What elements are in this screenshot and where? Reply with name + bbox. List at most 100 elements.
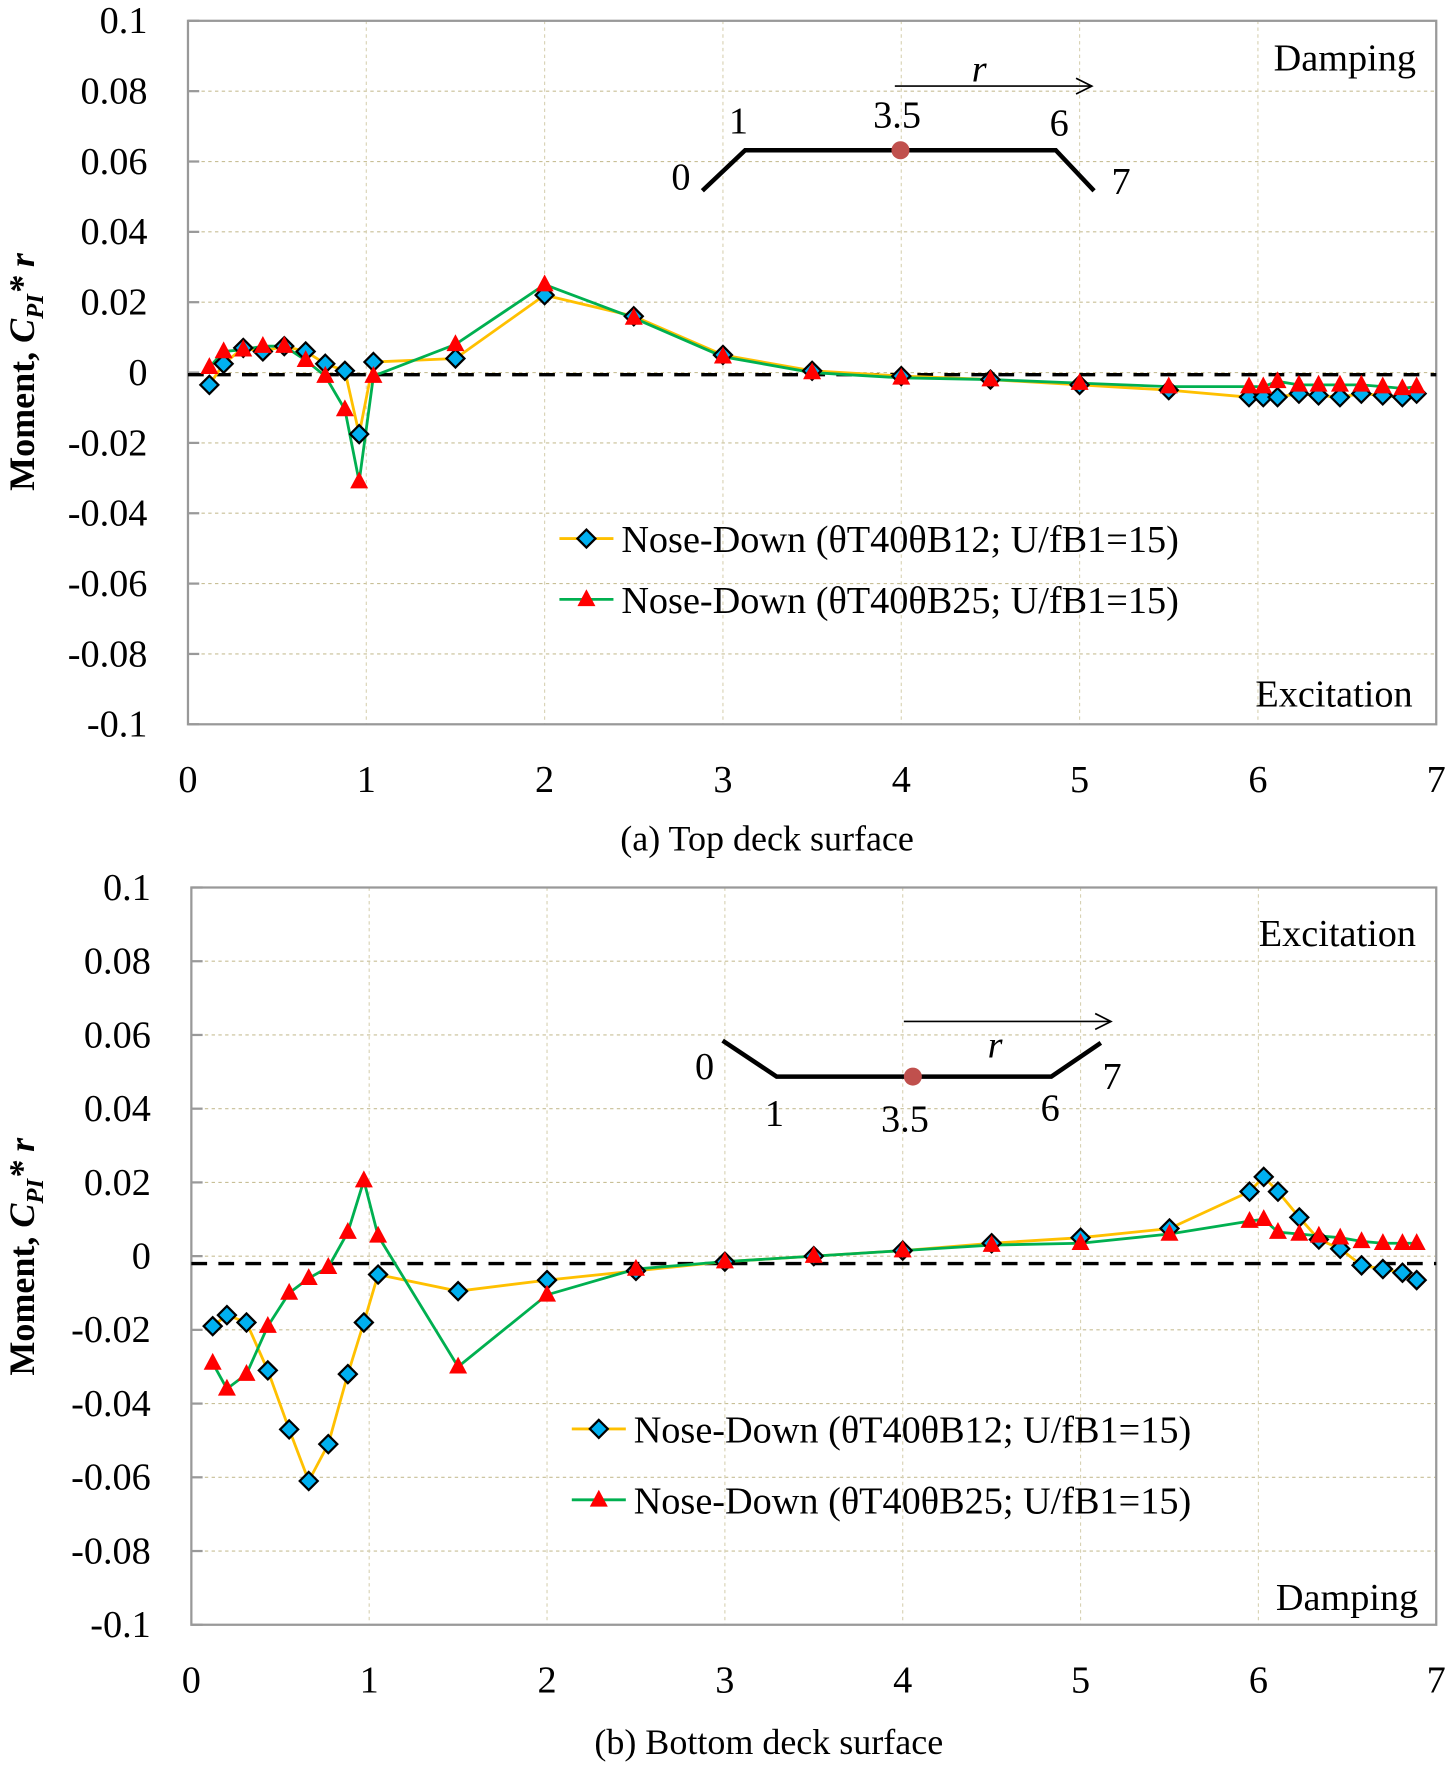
deck-position-label: 0 — [695, 1046, 714, 1088]
data-point-triangle — [624, 307, 643, 325]
data-point-triangle — [217, 1378, 236, 1396]
deck-position-label: 0 — [671, 157, 690, 199]
data-point-triangle — [214, 341, 233, 359]
deck-position-label: 7 — [1112, 161, 1131, 203]
data-point-triangle — [364, 365, 383, 383]
data-point-diamond — [298, 1470, 320, 1492]
y-label-tail: * r — [2, 252, 42, 294]
deck-position-label: 3.5 — [881, 1099, 929, 1141]
data-point-triangle — [253, 336, 272, 353]
data-point-triangle — [335, 399, 354, 417]
y-tick-label: 0 — [132, 1236, 151, 1278]
annotation-upper: Excitation — [1259, 913, 1416, 955]
data-point-diamond — [334, 360, 356, 382]
data-point-triangle — [354, 1170, 373, 1188]
legend-marker-diamond — [575, 527, 598, 550]
deck-position-label: 3.5 — [873, 95, 921, 137]
x-tick-label: 5 — [1071, 1659, 1090, 1701]
x-tick-label: 6 — [1249, 1659, 1268, 1701]
y-label-c: C — [2, 318, 42, 343]
data-point-triangle — [275, 336, 294, 353]
x-tick-label: 5 — [1070, 759, 1089, 801]
series-line-2 — [208, 283, 1417, 482]
annotation-lower: Damping — [1276, 1577, 1418, 1619]
y-tick-label: -0.06 — [71, 1457, 151, 1499]
chart-top: 0.1 0.08 0.06 0.04 0.02 0 -0.02 -0.04 -0.06 -0.08… — [2, 0, 1446, 858]
y-label-main: Moment, — [2, 1228, 42, 1376]
data-point-diamond — [317, 1433, 339, 1455]
data-point-triangle — [715, 1251, 734, 1269]
y-tick-label: 0.04 — [84, 1088, 151, 1130]
y-label-sub: PI — [22, 293, 49, 320]
data-point-triangle — [200, 357, 219, 375]
data-point-triangle — [1254, 1209, 1273, 1227]
x-tick-label: 2 — [537, 1659, 556, 1701]
data-point-triangle — [234, 339, 253, 357]
data-point-triangle — [1330, 374, 1349, 392]
data-point-diamond — [216, 1304, 238, 1326]
x-tick-label: 4 — [893, 1659, 912, 1701]
data-point-triangle — [1373, 1233, 1392, 1250]
data-point-diamond — [213, 353, 235, 375]
y-tick-label: -0.1 — [87, 704, 148, 746]
data-point-diamond — [1406, 1269, 1428, 1291]
y-tick-label: -0.1 — [90, 1604, 151, 1646]
data-point-triangle — [893, 1240, 912, 1258]
arrow-head-icon — [1094, 1012, 1113, 1031]
data-point-diamond — [1253, 1166, 1275, 1188]
legend-entry: Nose-Down (θT40θB25; U/fB1=15) — [621, 580, 1179, 622]
y-tick-label: 0.1 — [100, 0, 148, 42]
y-tick-label: 0.02 — [84, 1162, 151, 1204]
deck-position-label: 1 — [765, 1093, 784, 1135]
x-tick-label: 1 — [360, 1659, 379, 1701]
data-point-triangle — [1289, 374, 1308, 392]
legend-entry: Nose-Down (θT40θB12; U/fB1=15) — [634, 1409, 1192, 1451]
y-label-main: Moment, — [2, 343, 42, 491]
arrow-head-icon — [1075, 77, 1094, 95]
x-tick-label: 2 — [535, 759, 554, 801]
y-tick-label: 0.08 — [84, 941, 151, 983]
data-point-triangle — [1070, 372, 1089, 390]
legend-entry: Nose-Down (θT40θB12; U/fB1=15) — [621, 519, 1179, 561]
y-tick-label: -0.08 — [68, 633, 148, 675]
data-point-triangle — [626, 1258, 645, 1276]
data-point-triangle — [1159, 376, 1178, 394]
data-point-diamond — [337, 1363, 359, 1385]
data-point-triangle — [446, 334, 465, 352]
y-tick-label: -0.06 — [68, 563, 148, 605]
data-point-diamond — [1391, 1262, 1414, 1284]
data-point-diamond — [348, 423, 370, 445]
x-tick-label: 3 — [713, 759, 732, 801]
data-point-triangle — [316, 365, 335, 383]
data-point-diamond — [278, 1418, 300, 1440]
data-point-diamond — [1266, 386, 1289, 408]
data-point-triangle — [1352, 1231, 1371, 1249]
deck-center-dot — [891, 141, 910, 160]
y-tick-label: 0.02 — [81, 282, 148, 324]
data-point-triangle — [449, 1356, 468, 1374]
data-point-triangle — [1352, 374, 1371, 392]
annotation-lower: Excitation — [1255, 673, 1412, 715]
plot-frame — [186, 19, 1438, 726]
data-point-triangle — [350, 471, 369, 489]
y-tick-label: -0.08 — [71, 1530, 151, 1572]
x-tick-label: 0 — [182, 1659, 201, 1701]
data-point-triangle — [981, 369, 1000, 387]
data-point-triangle — [1373, 376, 1392, 394]
data-point-triangle — [1309, 374, 1328, 392]
y-tick-label: 0.06 — [84, 1014, 151, 1056]
data-point-triangle — [237, 1363, 256, 1381]
data-point-triangle — [1071, 1233, 1090, 1250]
panel-caption: (a) Top deck surface — [620, 818, 914, 858]
y-axis-label: Moment, CPI* r — [2, 252, 49, 491]
data-point-diamond — [367, 1263, 389, 1286]
data-point-diamond — [257, 1359, 279, 1382]
y-tick-label: 0 — [128, 352, 147, 394]
chart-bottom: 0.1 0.08 0.06 0.04 0.02 0 -0.02 -0.04 -0.06 -0.08… — [2, 867, 1446, 1762]
y-tick-label: -0.02 — [68, 422, 148, 464]
deck-position-label: 6 — [1041, 1087, 1060, 1129]
data-point-triangle — [1393, 1233, 1412, 1250]
data-point-diamond — [444, 347, 467, 370]
y-label-tail: * r — [2, 1137, 42, 1179]
x-tick-label: 0 — [178, 759, 197, 801]
